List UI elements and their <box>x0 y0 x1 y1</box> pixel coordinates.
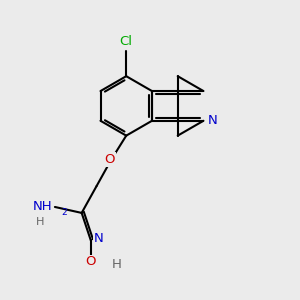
Text: O: O <box>85 256 96 268</box>
Text: Cl: Cl <box>120 35 133 48</box>
Text: NH: NH <box>32 200 52 214</box>
Text: N: N <box>208 114 218 127</box>
Text: H: H <box>111 258 121 272</box>
Text: H: H <box>36 218 44 227</box>
Text: N: N <box>94 232 103 245</box>
Text: O: O <box>105 153 115 166</box>
Text: 2: 2 <box>61 208 67 217</box>
